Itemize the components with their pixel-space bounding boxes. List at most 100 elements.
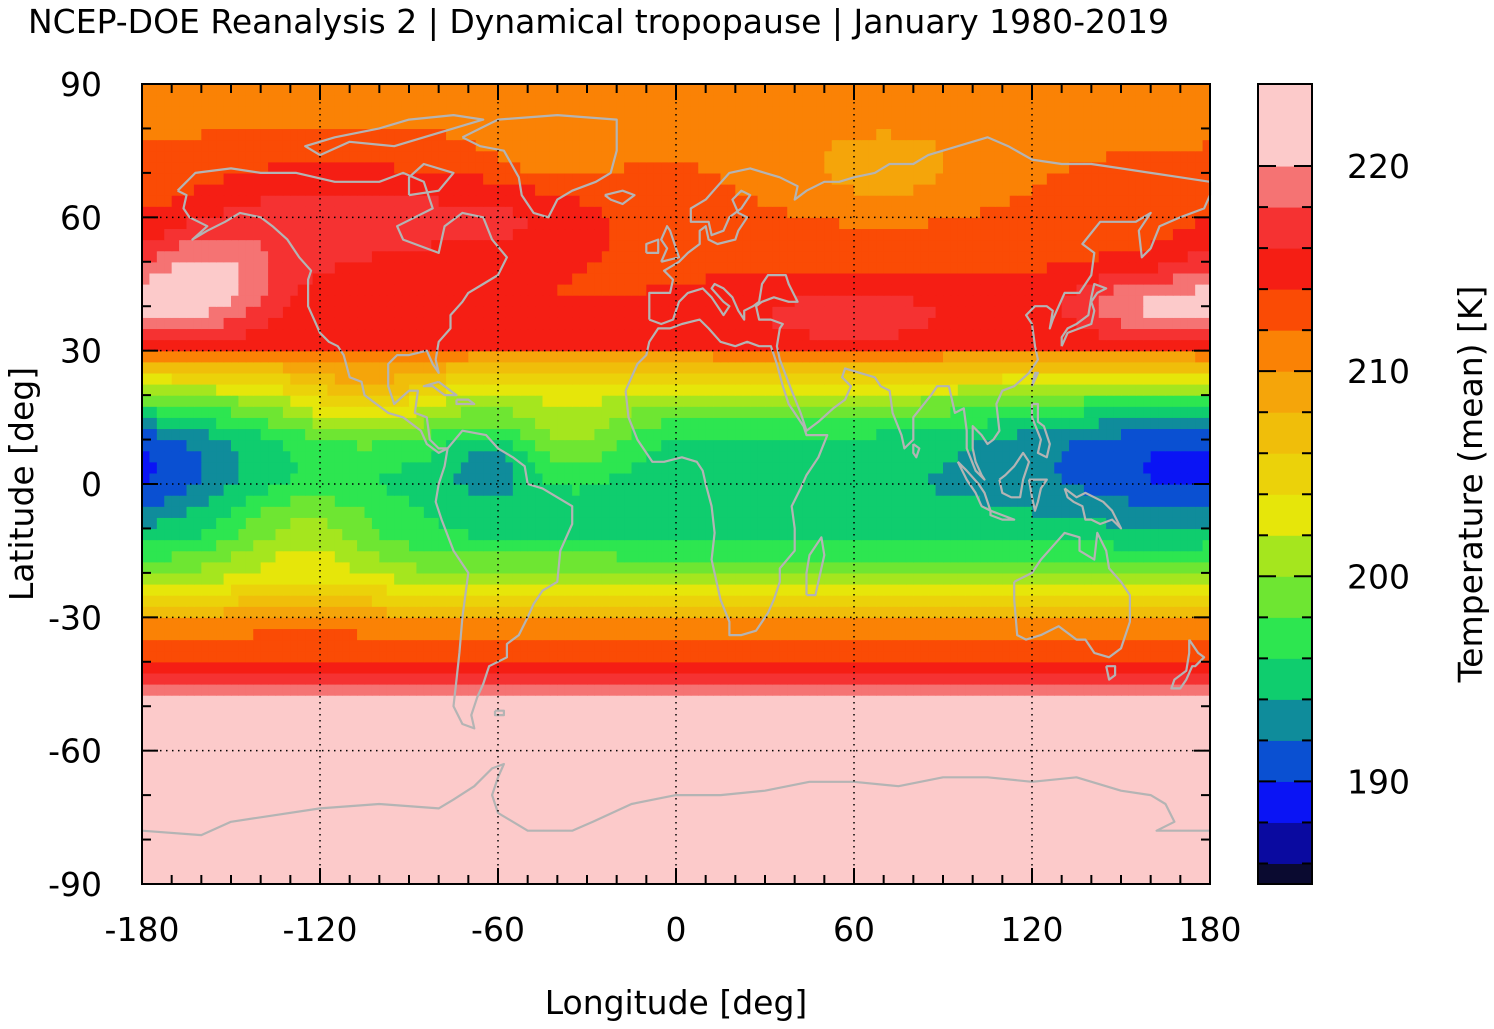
field-cell [238, 695, 247, 707]
field-cell [913, 617, 922, 630]
field-cell [208, 684, 217, 696]
field-cell [913, 550, 922, 563]
field-cell [342, 706, 351, 718]
field-cell [943, 817, 952, 830]
field-cell [668, 550, 677, 563]
field-cell [223, 561, 232, 574]
field-cell [527, 750, 536, 763]
field-cell [260, 750, 269, 763]
field-cell [1143, 561, 1152, 574]
field-cell [883, 839, 892, 852]
field-cell [423, 850, 432, 863]
field-cell [394, 817, 403, 830]
field-cell [260, 806, 269, 818]
field-cell [727, 872, 736, 885]
field-cell [490, 806, 499, 818]
field-cell [401, 828, 410, 841]
field-cell [809, 639, 818, 652]
field-cell [587, 784, 596, 796]
field-cell [1195, 639, 1204, 652]
field-cell [572, 606, 581, 618]
field-cell [831, 772, 840, 785]
field-cell [987, 817, 996, 830]
field-cell [1076, 628, 1085, 641]
field-cell [156, 850, 165, 863]
field-cell [268, 739, 277, 752]
field-cell [423, 617, 432, 630]
field-cell [505, 739, 514, 752]
field-cell [868, 617, 877, 630]
field-cell [260, 606, 269, 618]
field-cell [1180, 595, 1189, 607]
field-cell [779, 784, 788, 796]
field-cell [253, 717, 262, 730]
field-cell [364, 839, 373, 852]
field-cell [1098, 828, 1107, 841]
field-cell [735, 739, 744, 752]
field-cell [1054, 584, 1063, 596]
field-cell [601, 828, 610, 841]
field-cell [765, 561, 774, 574]
field-cell [1054, 572, 1063, 585]
field-cell [201, 806, 210, 818]
field-cell [453, 795, 462, 807]
field-cell [831, 717, 840, 730]
field-cell [171, 595, 180, 607]
field-cell [253, 750, 262, 763]
field-cell [661, 872, 670, 885]
field-cell [631, 628, 640, 641]
field-cell [668, 684, 677, 696]
field-cell [994, 639, 1003, 652]
field-cell [357, 661, 366, 674]
field-cell [1158, 717, 1167, 730]
field-cell [913, 517, 922, 530]
field-cell [720, 717, 729, 730]
field-cell [512, 650, 521, 663]
field-cell [1113, 684, 1122, 696]
field-cell [275, 517, 284, 530]
field-cell [742, 539, 751, 552]
field-cell [1202, 661, 1211, 674]
field-cell [765, 684, 774, 696]
field-cell [757, 506, 766, 518]
field-cell [646, 739, 655, 752]
field-cell [935, 617, 944, 630]
field-cell [839, 795, 848, 807]
field-cell [646, 672, 655, 685]
field-cell [594, 650, 603, 663]
field-cell [505, 617, 514, 630]
field-cell [690, 617, 699, 630]
field-cell [824, 850, 833, 863]
field-cell [935, 850, 944, 863]
field-cell [216, 828, 225, 841]
field-cell [757, 684, 766, 696]
field-cell [386, 828, 395, 841]
field-cell [379, 639, 388, 652]
field-cell [1076, 617, 1085, 630]
field-cell [616, 695, 625, 707]
field-cell [453, 839, 462, 852]
field-cell [1002, 684, 1011, 696]
field-cell [787, 550, 796, 563]
field-cell [713, 628, 722, 641]
field-cell [208, 606, 217, 618]
field-cell [876, 539, 885, 552]
field-cell [839, 806, 848, 818]
field-cell [713, 539, 722, 552]
field-cell [431, 539, 440, 552]
field-cell [505, 650, 514, 663]
field-cell [290, 850, 299, 863]
field-cell [527, 728, 536, 741]
field-cell [668, 495, 677, 507]
field-cell [1172, 784, 1181, 796]
field-cell [1128, 728, 1137, 741]
field-cell [713, 761, 722, 774]
field-cell [1135, 728, 1144, 741]
field-cell [1054, 784, 1063, 796]
field-cell [957, 717, 966, 730]
field-cell [156, 650, 165, 663]
field-cell [587, 750, 596, 763]
field-cell [1121, 606, 1130, 618]
field-cell [334, 717, 343, 730]
field-cell [1098, 728, 1107, 741]
